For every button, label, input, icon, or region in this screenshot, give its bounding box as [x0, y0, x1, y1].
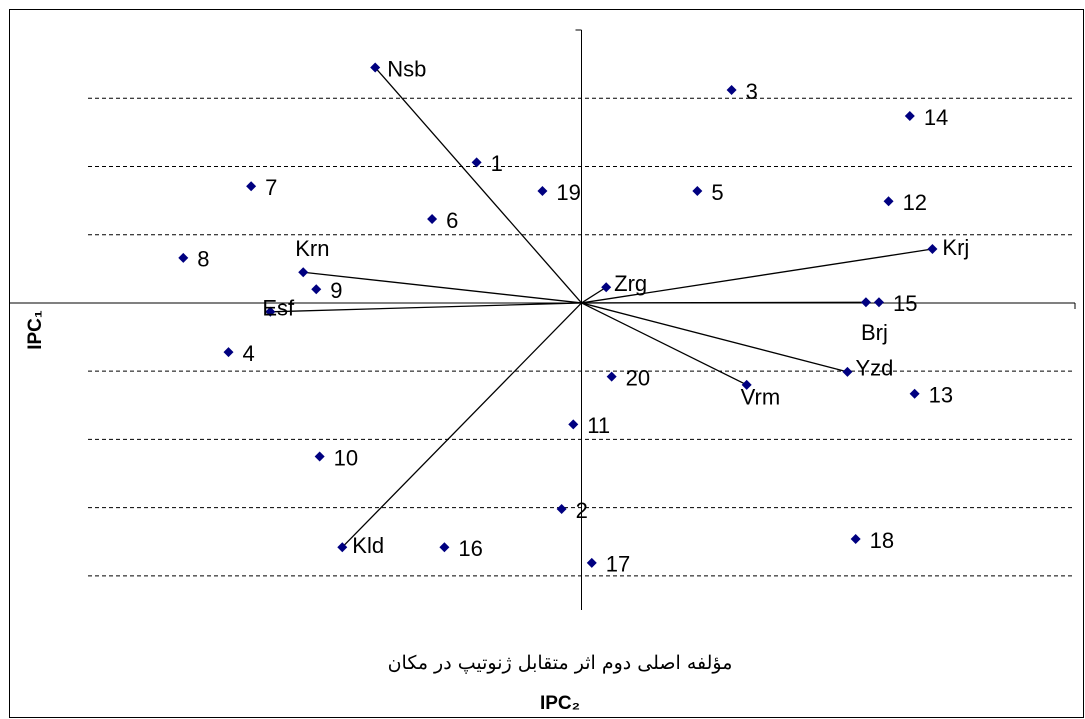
vector-point — [860, 297, 871, 308]
point — [556, 504, 567, 515]
vector-label: Nsb — [387, 56, 426, 81]
vector-point — [265, 306, 276, 317]
point-label: 17 — [606, 552, 630, 577]
point-label: 9 — [330, 278, 342, 303]
vector-label: Brj — [861, 320, 888, 345]
point — [223, 347, 234, 358]
x-axis-note: مؤلفه اصلی دوم اثر متقابل ژنوتیپ در مکان — [388, 652, 733, 674]
vector-line — [270, 302, 582, 313]
point-label: 8 — [197, 247, 209, 272]
point-label: 12 — [903, 190, 927, 215]
point-label: 19 — [556, 180, 580, 205]
point — [726, 85, 737, 96]
vector-label: Yzd — [855, 356, 893, 381]
point — [873, 297, 884, 308]
vector-label: Krn — [295, 236, 329, 261]
point-label: 5 — [711, 180, 723, 205]
vector-point — [370, 62, 381, 73]
point-label: 7 — [265, 175, 277, 200]
point — [427, 214, 438, 225]
point — [692, 186, 703, 197]
vector-line — [303, 271, 582, 304]
vector-label: Krj — [942, 235, 969, 260]
point — [586, 557, 597, 568]
vector-point — [741, 379, 752, 390]
vector-line — [581, 248, 933, 304]
frame — [9, 9, 1084, 718]
point-label: 11 — [587, 413, 610, 438]
vector-line — [581, 301, 866, 304]
vector-label: Esf — [262, 296, 295, 321]
point — [314, 451, 325, 462]
point — [439, 542, 450, 553]
vector-line — [581, 286, 607, 304]
point — [471, 157, 482, 168]
x-axis-title: IPC₂ — [540, 693, 580, 714]
point-label: 16 — [458, 536, 482, 561]
point-label: 15 — [893, 291, 917, 316]
point — [311, 284, 322, 295]
vector-line — [581, 302, 747, 386]
vector-point — [601, 282, 612, 293]
vector-label: Vrm — [741, 385, 781, 410]
point — [883, 196, 894, 207]
point — [909, 388, 920, 399]
point — [850, 534, 861, 545]
point-label: 18 — [870, 528, 894, 553]
point-label: 3 — [746, 79, 758, 104]
point-label: 13 — [929, 383, 953, 408]
y-axis-title: IPC₁ — [25, 310, 46, 350]
vector-point — [337, 542, 348, 553]
vector-label: Zrg — [614, 271, 647, 296]
point — [537, 186, 548, 197]
point-label: 2 — [576, 498, 588, 523]
vector-point — [842, 366, 853, 377]
point — [606, 371, 617, 382]
vector-point — [298, 267, 309, 278]
point-label: 4 — [243, 341, 255, 366]
vector-line — [374, 67, 582, 304]
point-label: 14 — [924, 105, 948, 130]
point — [904, 110, 915, 121]
point-label: 20 — [626, 365, 650, 390]
vector-label: Kld — [352, 533, 384, 558]
point-label: 10 — [334, 445, 358, 470]
vector-line — [341, 302, 582, 548]
point — [178, 252, 189, 263]
point-label: 1 — [491, 151, 503, 176]
point — [568, 419, 579, 430]
point — [246, 181, 257, 192]
vector-line — [581, 302, 848, 373]
vector-point — [927, 244, 938, 255]
point-label: 6 — [446, 208, 458, 233]
